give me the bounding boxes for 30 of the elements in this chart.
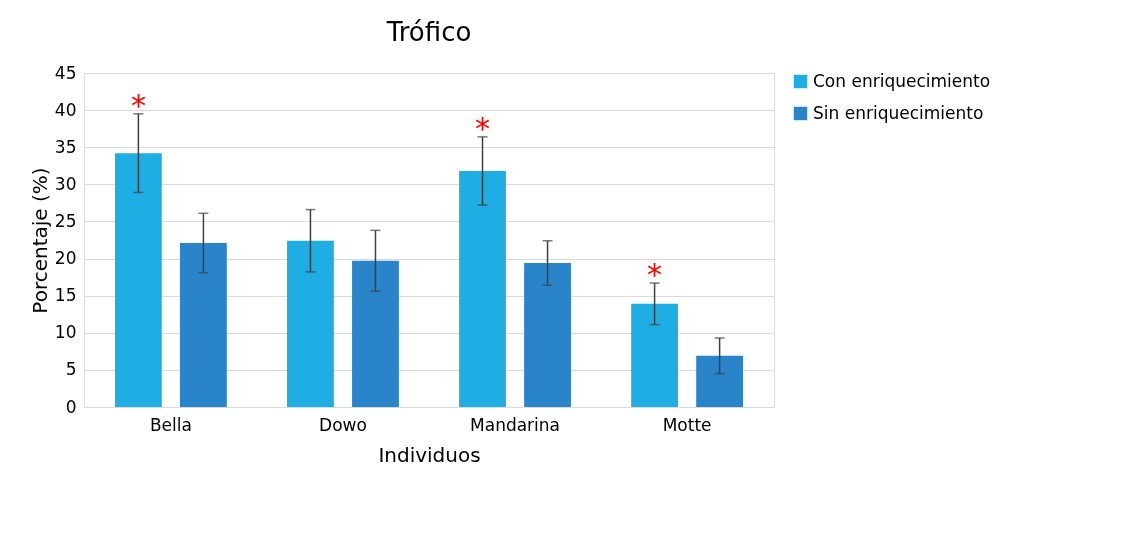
data-label: * [647, 257, 663, 293]
bar [180, 242, 227, 407]
x-tick-label: Dowo [319, 414, 367, 435]
y-tick-label: 30 [54, 173, 77, 194]
x-tick-label: Mandarina [470, 414, 561, 435]
y-tick-label: 45 [54, 62, 77, 83]
bar [696, 355, 744, 407]
y-axis-title: Porcentaje (%) [27, 167, 52, 314]
y-tick-label: 0 [65, 396, 77, 417]
y-tick-label: 20 [54, 248, 77, 269]
y-tick-label: 15 [54, 285, 77, 306]
x-axis-title: Individuos [378, 442, 481, 467]
y-tick-label: 10 [54, 322, 77, 343]
bar [459, 170, 506, 407]
legend-label: Sin enriquecimiento [813, 102, 984, 123]
y-tick-label: 5 [65, 359, 77, 380]
chart-title: Trófico [385, 17, 472, 47]
y-tick-label: 25 [54, 210, 77, 231]
legend-label: Con enriquecimiento [813, 70, 991, 91]
data-label: * [130, 87, 146, 123]
x-tick-label: Motte [662, 414, 712, 435]
bar [287, 240, 334, 407]
bar [524, 263, 571, 407]
x-tick-label: Bella [149, 414, 192, 435]
data-label: * [475, 110, 491, 146]
bar [631, 303, 678, 407]
bar [352, 260, 399, 407]
y-tick-label: 35 [54, 136, 77, 157]
bar [114, 153, 162, 407]
y-tick-label: 40 [54, 99, 77, 120]
